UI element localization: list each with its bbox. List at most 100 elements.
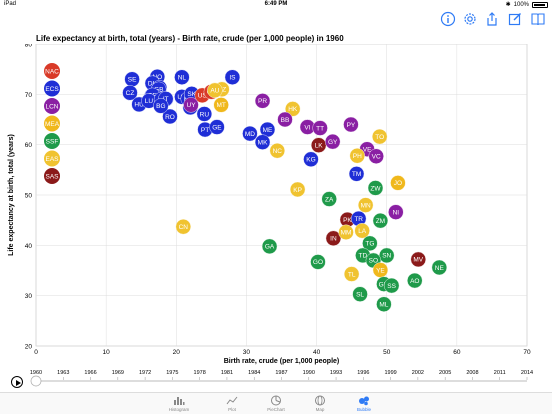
data-point[interactable]: RU — [196, 106, 213, 122]
bubble[interactable] — [153, 98, 169, 114]
bubble[interactable] — [261, 238, 278, 255]
bubble[interactable] — [285, 101, 301, 117]
data-point[interactable]: MT — [213, 97, 229, 113]
data-point[interactable]: NE — [431, 259, 448, 276]
bubble[interactable] — [357, 197, 374, 213]
bubble[interactable] — [383, 277, 400, 294]
data-point[interactable]: MN — [357, 197, 374, 213]
data-point[interactable]: GO — [310, 254, 326, 270]
data-point[interactable]: SN — [379, 247, 395, 264]
data-point[interactable]: PH — [349, 148, 365, 164]
year-slider[interactable]: 1960 1963 1966 1969 1972 1975 1978 1981 1984 1987… — [0, 365, 552, 393]
tab-bubble[interactable]: Bubble — [344, 395, 384, 412]
data-point[interactable]: GE — [209, 119, 225, 135]
data-point[interactable]: MM — [338, 224, 354, 240]
data-point[interactable]: KP — [289, 181, 306, 198]
book-icon[interactable] — [530, 11, 546, 27]
bubble[interactable] — [338, 224, 354, 240]
data-point[interactable]: TT — [312, 120, 328, 136]
data-point[interactable]: ZW — [367, 180, 384, 196]
data-point[interactable]: JO — [390, 175, 406, 191]
tab-map[interactable]: Map — [300, 395, 340, 412]
data-point[interactable]: ZM — [372, 212, 389, 229]
bubble[interactable] — [372, 128, 388, 145]
bubble[interactable] — [343, 116, 359, 133]
bubble[interactable] — [122, 85, 138, 101]
data-point[interactable]: TM — [348, 166, 365, 182]
bubble[interactable] — [312, 120, 328, 136]
bubble[interactable] — [277, 111, 293, 128]
data-point[interactable]: GY — [325, 133, 341, 150]
legend-marker[interactable] — [44, 80, 60, 97]
data-point[interactable]: MD — [242, 125, 258, 142]
legend-marker[interactable] — [44, 115, 60, 132]
data-point[interactable]: MK — [254, 134, 271, 150]
data-point[interactable]: BG — [153, 98, 169, 114]
data-point[interactable]: LK — [310, 137, 327, 153]
bubble[interactable] — [196, 106, 213, 122]
data-point[interactable]: AO — [407, 272, 423, 289]
data-point[interactable]: AU — [207, 82, 223, 99]
data-point[interactable]: MV — [410, 251, 426, 268]
tab-histogram[interactable]: Histogram — [159, 395, 199, 412]
data-point[interactable]: NI — [388, 204, 404, 220]
bubble[interactable] — [362, 235, 378, 252]
play-button[interactable] — [11, 376, 23, 388]
data-point[interactable]: CZ — [122, 85, 138, 101]
data-point[interactable]: YE — [372, 262, 389, 278]
bubble[interactable] — [349, 148, 365, 164]
tab-piechart[interactable]: PieChart — [256, 395, 296, 412]
bubble[interactable] — [372, 212, 389, 229]
info-icon[interactable] — [440, 11, 456, 27]
slider-thumb[interactable] — [30, 375, 42, 387]
data-point[interactable]: TL — [343, 266, 360, 282]
data-point[interactable]: ZA — [321, 191, 337, 207]
legend-marker[interactable] — [44, 150, 60, 167]
bubble[interactable] — [343, 266, 360, 282]
bubble[interactable] — [162, 108, 178, 125]
bubble[interactable] — [207, 82, 223, 99]
bubble[interactable] — [254, 93, 271, 109]
data-point[interactable]: HK — [285, 101, 301, 117]
bubble[interactable] — [175, 219, 192, 235]
bubble[interactable] — [289, 181, 306, 198]
data-point[interactable]: NC — [269, 143, 285, 159]
bubble[interactable] — [321, 191, 337, 207]
data-point[interactable]: TG — [362, 235, 378, 252]
legend-marker[interactable] — [44, 168, 60, 184]
bubble[interactable] — [410, 251, 426, 268]
data-point[interactable]: IS — [224, 69, 241, 85]
legend-marker[interactable] — [44, 133, 60, 149]
bubble[interactable] — [310, 254, 326, 270]
bubble[interactable] — [213, 97, 229, 113]
data-point[interactable]: PR — [254, 93, 271, 109]
bubble[interactable] — [209, 119, 225, 135]
bubble[interactable] — [325, 133, 341, 150]
data-point[interactable]: ML — [376, 296, 392, 312]
bubble[interactable] — [303, 151, 319, 167]
data-point[interactable]: SL — [352, 286, 368, 302]
bubble[interactable] — [325, 230, 342, 246]
bubble[interactable] — [407, 272, 423, 289]
bubble[interactable] — [242, 125, 258, 142]
bubble[interactable] — [269, 143, 285, 159]
bubble[interactable] — [367, 180, 384, 196]
data-point[interactable]: TO — [372, 128, 388, 145]
legend-marker[interactable] — [44, 63, 60, 79]
legend-marker[interactable] — [44, 98, 60, 114]
bubble[interactable] — [376, 296, 392, 312]
data-point[interactable]: UY — [183, 97, 199, 113]
data-point[interactable]: IN — [325, 230, 342, 246]
bubble[interactable] — [368, 148, 384, 164]
data-point[interactable]: BB — [277, 111, 293, 128]
bubble[interactable] — [174, 69, 190, 85]
tab-plot[interactable]: Plot — [212, 395, 252, 412]
data-point[interactable]: LU — [141, 93, 157, 109]
bubble[interactable] — [379, 247, 395, 264]
data-point[interactable]: KG — [303, 151, 319, 167]
data-point[interactable]: NL — [174, 69, 190, 85]
bubble[interactable] — [254, 134, 271, 150]
data-point[interactable]: SS — [383, 277, 400, 294]
data-point[interactable]: PY — [343, 116, 359, 133]
gear-icon[interactable] — [462, 11, 478, 27]
